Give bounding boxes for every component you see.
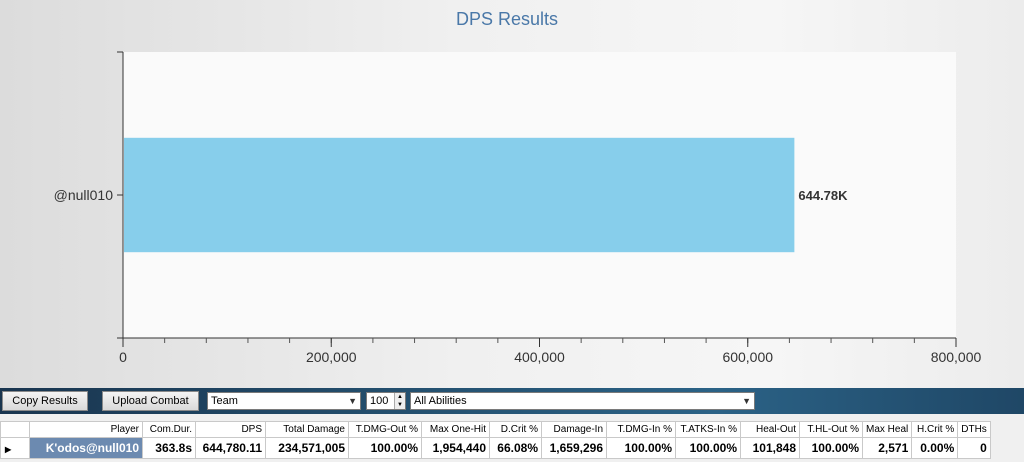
col-header[interactable]: Damage-In	[541, 421, 607, 438]
cell-tdmg-out[interactable]: 100.00%	[348, 437, 422, 459]
abilities-select[interactable]: All Abilities ▼	[410, 392, 755, 410]
window-edge	[1014, 0, 1024, 388]
cell-player[interactable]: K'odos@null010	[29, 437, 143, 459]
x-tick-label: 400,000	[514, 349, 565, 365]
abilities-value: All Abilities	[414, 395, 467, 407]
chart-area: DPS Results 0 200,000 400,000 600,000 800,00…	[0, 0, 1024, 388]
results-grid: Player Com.Dur. DPS Total Damage T.DMG-O…	[0, 414, 1024, 462]
cell-h-crit[interactable]: 0.00%	[911, 437, 959, 459]
chevron-down-icon: ▼	[742, 396, 751, 406]
col-header[interactable]: Total Damage	[265, 421, 349, 438]
col-header[interactable]: Max One-Hit	[421, 421, 490, 438]
toolbar: Copy Results Upload Combat Team ▼ 100 ▲ ▼…	[0, 388, 1024, 414]
x-tick-label: 600,000	[722, 349, 773, 365]
cell-total-damage[interactable]: 234,571,005	[265, 437, 349, 459]
cell-com-dur[interactable]: 363.8s	[142, 437, 196, 459]
col-header[interactable]: Player	[29, 421, 143, 438]
cell-d-crit[interactable]: 66.08%	[489, 437, 542, 459]
cell-max-heal[interactable]: 2,571	[861, 437, 913, 459]
count-spinner[interactable]: 100 ▲ ▼	[366, 392, 406, 410]
col-header[interactable]: Heal-Out	[740, 421, 800, 438]
spinner-arrows-icon[interactable]: ▲ ▼	[394, 393, 405, 409]
filter-value: Team	[211, 395, 238, 407]
cell-dths[interactable]: 0	[957, 437, 991, 459]
row-header[interactable]: ▶	[0, 437, 30, 459]
col-header[interactable]: D.Crit %	[489, 421, 542, 438]
col-header[interactable]: DTHs	[957, 421, 991, 438]
col-header[interactable]: T.DMG-In %	[606, 421, 676, 438]
bar-data-label: 644.78K	[798, 188, 848, 203]
cell-heal-out[interactable]: 101,848	[740, 437, 800, 459]
col-header[interactable]: DPS	[195, 421, 266, 438]
upload-combat-button[interactable]: Upload Combat	[102, 391, 199, 411]
col-header[interactable]: T.ATKS-In %	[675, 421, 741, 438]
table-row[interactable]: ▶ K'odos@null010 363.8s 644,780.11 234,5…	[0, 437, 991, 459]
bar	[124, 137, 795, 253]
chart-title: DPS Results	[456, 9, 558, 29]
col-header[interactable]: Max Heal	[861, 421, 913, 438]
col-header[interactable]: H.Crit %	[911, 421, 959, 438]
col-header[interactable]: T.DMG-Out %	[348, 421, 422, 438]
col-header[interactable]: T.HL-Out %	[799, 421, 863, 438]
copy-results-button[interactable]: Copy Results	[2, 391, 88, 411]
dps-chart: DPS Results 0 200,000 400,000 600,000 800,00…	[54, 9, 982, 365]
cell-tdmg-in[interactable]: 100.00%	[606, 437, 676, 459]
row-header-corner	[0, 421, 30, 438]
cell-tatks-in[interactable]: 100.00%	[675, 437, 741, 459]
cell-dps[interactable]: 644,780.11	[195, 437, 266, 459]
cell-damage-in[interactable]: 1,659,296	[541, 437, 607, 459]
x-tick-label: 0	[119, 349, 127, 365]
y-category-label: @null010	[54, 187, 114, 203]
cell-thl-out[interactable]: 100.00%	[799, 437, 863, 459]
x-tick-label: 200,000	[306, 349, 357, 365]
filter-select[interactable]: Team ▼	[207, 392, 361, 410]
header-row: Player Com.Dur. DPS Total Damage T.DMG-O…	[0, 421, 991, 438]
cell-max-one-hit[interactable]: 1,954,440	[421, 437, 490, 459]
chevron-down-icon: ▼	[348, 396, 357, 406]
row-pointer-icon: ▶	[5, 445, 12, 454]
col-header[interactable]: Com.Dur.	[142, 421, 196, 438]
x-tick-label: 800,000	[931, 349, 982, 365]
results-table: Player Com.Dur. DPS Total Damage T.DMG-O…	[0, 421, 991, 459]
count-value: 100	[370, 395, 389, 407]
